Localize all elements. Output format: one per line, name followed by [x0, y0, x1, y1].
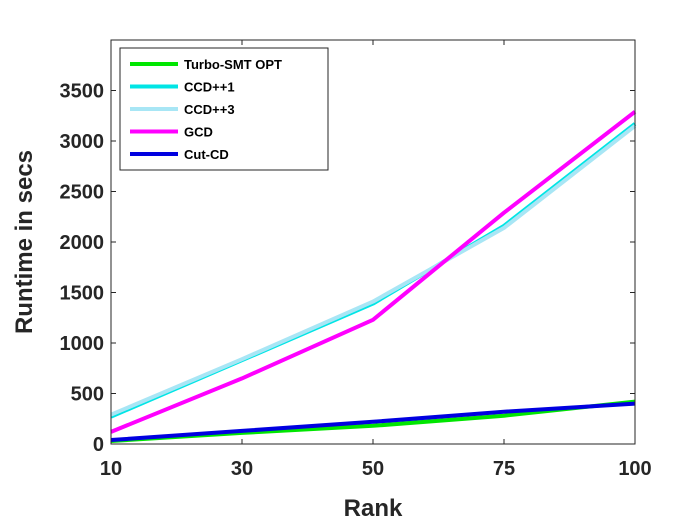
legend: Turbo-SMT OPT CCD++1 CCD++3 GCD Cut-CD — [119, 47, 329, 171]
y-tick-label: 3000 — [60, 131, 105, 153]
legend-label-2: CCD++3 — [184, 102, 235, 117]
series-layer — [110, 110, 637, 443]
x-tick-label: 50 — [362, 458, 384, 480]
x-tick-label: 100 — [618, 458, 651, 480]
series-line-2 — [110, 124, 637, 417]
legend-label-1: CCD++1 — [184, 80, 235, 95]
y-tick-label: 2500 — [60, 182, 105, 204]
y-tick-label: 1500 — [60, 283, 105, 305]
y-axis: 0 500 1000 1500 2000 2500 3000 3500 — [60, 81, 635, 456]
legend-label-3: GCD — [184, 125, 213, 140]
series-line-4 — [110, 401, 636, 442]
legend-label-0: Turbo-SMT OPT — [184, 57, 282, 72]
y-tick-label: 0 — [93, 434, 104, 456]
x-tick-label: 75 — [493, 458, 515, 480]
x-axis-label: Rank — [344, 495, 403, 522]
legend-label-4: Cut-CD — [184, 147, 229, 162]
y-tick-label: 1000 — [60, 333, 105, 355]
series-line-3 — [110, 110, 637, 434]
y-axis-label: Runtime in secs — [11, 150, 38, 334]
y-tick-label: 3500 — [60, 81, 105, 103]
y-tick-label: 2000 — [60, 232, 105, 254]
x-tick-label: 10 — [100, 458, 122, 480]
x-axis: 10 30 50 75 100 — [100, 40, 652, 480]
y-tick-label: 500 — [71, 384, 104, 406]
x-tick-label: 30 — [231, 458, 253, 480]
